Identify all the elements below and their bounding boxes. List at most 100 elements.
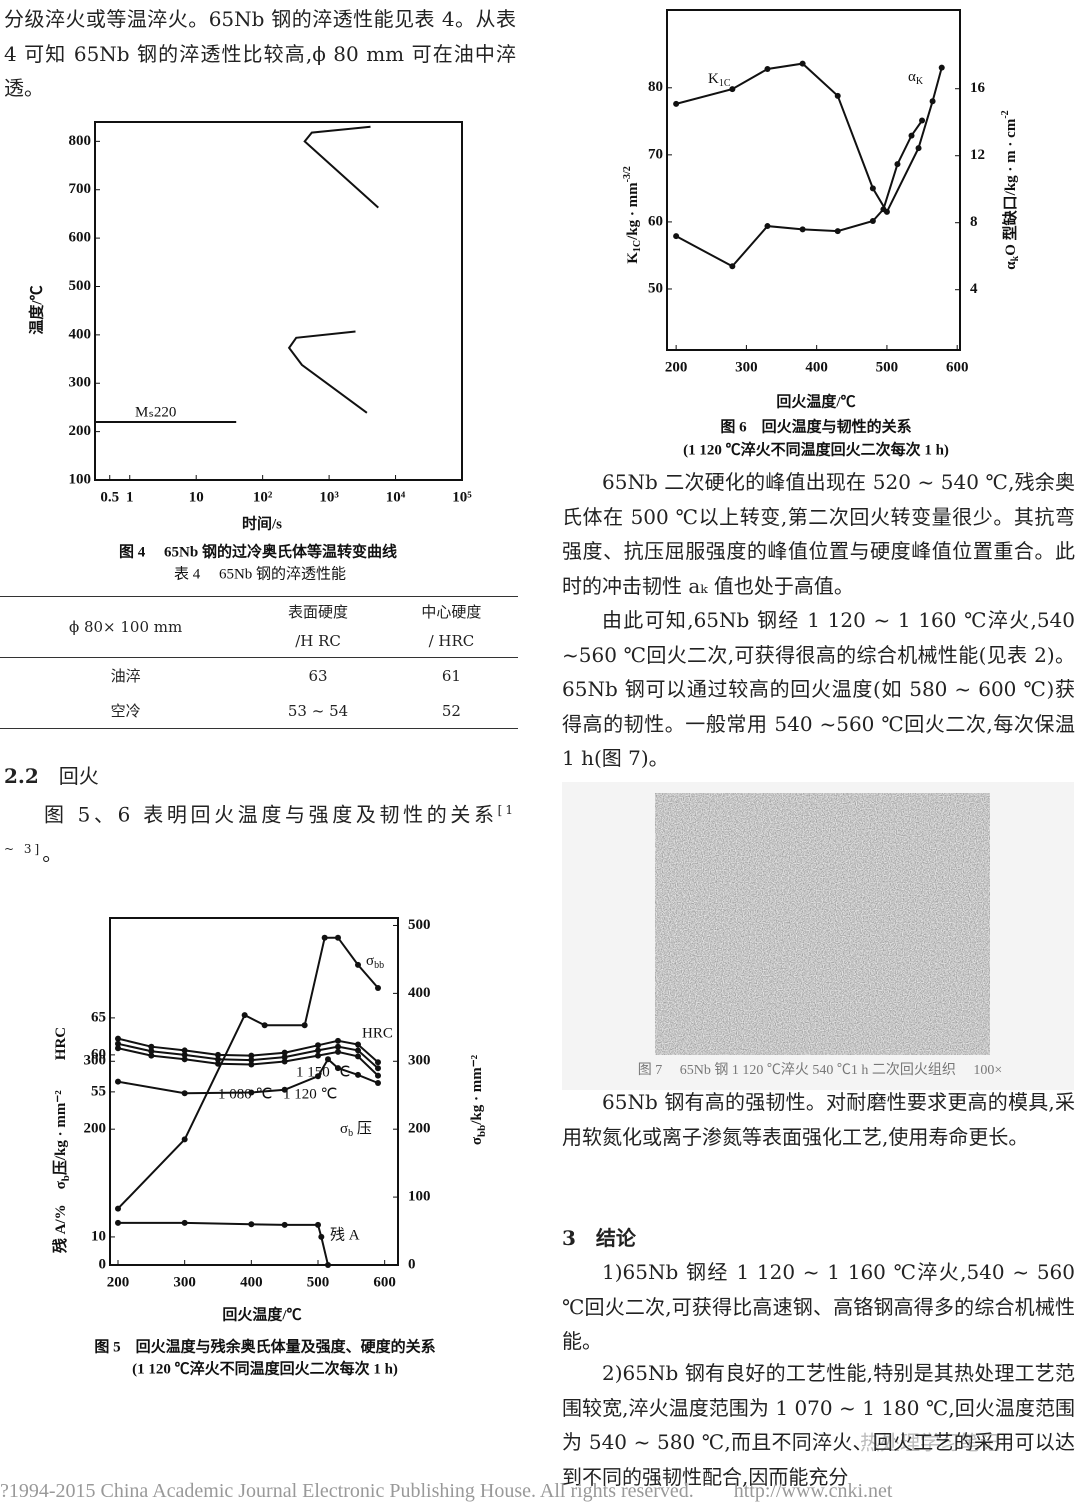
data-point [375, 1065, 381, 1072]
data-point [318, 1233, 325, 1240]
x-tick-label: 300 [173, 1274, 196, 1290]
paragraph: 图 5、6 表明回火温度与强度及韧性的关系[1 ~ 3]。 [4, 793, 516, 871]
data-point [281, 1049, 288, 1056]
cell: 61 [441, 666, 461, 685]
data-point [215, 1051, 221, 1058]
data-point [673, 233, 680, 240]
data-point [335, 934, 341, 941]
curve [287, 330, 368, 414]
data-point [181, 1136, 188, 1143]
label-sub: k [1010, 255, 1021, 261]
data-point [315, 1042, 321, 1049]
table-title: 表 4 65Nb 钢的淬透性能 [174, 565, 346, 582]
data-point [375, 1080, 381, 1087]
y-tick-label: 800 [69, 133, 92, 149]
figure-caption: 图 5 回火温度与残余奥氏体量及强度、硬度的关系 [94, 1337, 435, 1355]
label-sup: -2 [1000, 110, 1011, 118]
y-tick-label: 200 [84, 1121, 107, 1137]
data-point [181, 1051, 188, 1058]
y-tick-label: 400 [69, 326, 92, 342]
data-point [325, 1056, 331, 1063]
series-label: σb 压 [340, 1120, 372, 1139]
header-text: 表面硬度 [288, 603, 349, 621]
data-point [938, 64, 945, 71]
data-point [834, 228, 841, 235]
series-label: HRC [362, 1025, 393, 1041]
data-point [919, 117, 926, 124]
x-tick-label: 300 [735, 359, 758, 375]
x-axis-label: 回火温度/℃ [776, 392, 855, 410]
section-title: 回火 [58, 764, 99, 788]
table-header: ϕ 80× 100 mm 表面硬度/H RC 中心硬度 / HRC [0, 596, 518, 658]
figure-note: (1 120 ℃淬火不同温度回火二次每次 1 h) [132, 1359, 398, 1377]
label-part: σ [366, 953, 374, 969]
data-point [115, 1045, 121, 1052]
label-part: α [908, 69, 916, 85]
micrograph-texture [655, 793, 990, 1055]
series-label: K1C [708, 71, 731, 89]
label-sub: b [348, 1128, 353, 1139]
data-point [181, 1047, 188, 1054]
x-tick-label: 400 [805, 359, 828, 375]
y2-axis-label: αkO 型缺口/kg · m · cm-2 [1000, 110, 1021, 269]
data-point [869, 185, 876, 192]
data-point [335, 1037, 341, 1044]
data-point [335, 1043, 341, 1050]
data-point [281, 1086, 288, 1093]
data-point [181, 1090, 188, 1097]
y-tick-label: 50 [648, 280, 663, 296]
data-point [799, 226, 806, 233]
citation: [1 ~ 3] [4, 803, 516, 857]
y-tick-label: 300 [408, 1053, 431, 1069]
y2-axis-label: σbb/kg · mm⁻² [469, 1054, 487, 1145]
figure-caption: 图 4 65Nb 钢的过冷奥氏体等温转变曲线 [119, 542, 397, 560]
y-tick-label: 12 [970, 147, 985, 163]
label-part: 压/kg · mm⁻² HRC [52, 1027, 69, 1175]
x-tick-label: 200 [107, 1274, 130, 1290]
curve [118, 1221, 329, 1266]
curve [117, 1037, 379, 1064]
y-tick-label: 8 [970, 214, 978, 230]
label-part: K [625, 252, 641, 264]
curve [117, 1047, 379, 1077]
y-tick-label: 16 [970, 80, 986, 96]
cell: 油淬 [110, 667, 141, 685]
data-point [915, 145, 922, 152]
label-sup: -3/2 [622, 166, 633, 182]
y-tick-label: 600 [69, 230, 92, 246]
data-point [215, 1060, 221, 1067]
x-tick-label: 400 [240, 1274, 263, 1290]
data-point [321, 934, 328, 941]
footer: ?1994-2015 China Academic Journal Electr… [0, 1480, 893, 1502]
data-point [115, 1219, 121, 1226]
data-point [315, 1052, 321, 1059]
x-tick-label: 10⁴ [386, 489, 406, 505]
x-tick-label: 10⁵ [452, 489, 472, 505]
x-tick-label: 10³ [319, 489, 339, 505]
data-point [248, 1221, 255, 1228]
y-tick-label: 500 [408, 917, 431, 933]
label-part: 压 [353, 1120, 372, 1137]
data-point [248, 1057, 255, 1064]
paragraph-text: 。 [42, 841, 66, 866]
data-point [355, 1041, 361, 1048]
table-row: 空冷 53 ~ 54 52 [0, 693, 518, 729]
y-axis-label: 残 A/% σb压/kg · mm⁻² HRC [51, 1027, 71, 1253]
data-point [375, 984, 381, 991]
x-tick-label: 600 [946, 359, 969, 375]
y-tick-label: 300 [69, 375, 92, 391]
table-row: 油淬 63 61 [0, 658, 518, 694]
data-point [834, 92, 841, 99]
data-point [375, 1059, 381, 1066]
data-point [908, 132, 915, 139]
label-sub: 1C [719, 78, 731, 89]
data-point [880, 206, 887, 213]
data-point [261, 1022, 268, 1029]
y-tick-label: 400 [408, 985, 431, 1001]
data-point [894, 161, 901, 168]
y-tick-label: 65 [91, 1009, 106, 1025]
data-point [929, 98, 936, 105]
data-point [115, 1078, 121, 1085]
plot-frame [94, 121, 463, 481]
data-point [673, 100, 680, 107]
